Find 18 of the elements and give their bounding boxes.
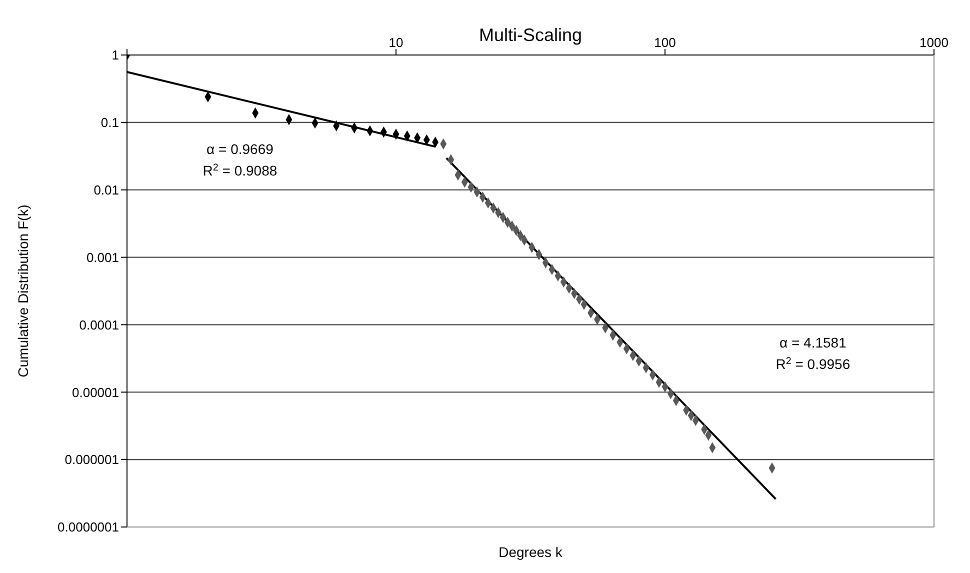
annotation: R$^{2}$ = 0.9088 [202,162,278,178]
y-tick-label: 0.1 [100,115,119,130]
y-axis-title: Cumulative Distribution F(k) [15,204,31,378]
x-tick-label: 10 [388,35,404,50]
x-tick-label: 1000 [920,35,948,50]
annotation: R$^{2}$ = 0.9956 [776,355,850,372]
y-tick-label: 0.0000001 [58,520,119,535]
annotation: α = 4.1581 [780,334,847,351]
x-axis-title: Degrees k [498,544,564,560]
annotation: α = 0.9669 [206,141,274,158]
y-tick-label: 0.00001 [72,384,119,400]
y-tick-label: 0.0001 [79,317,119,332]
y-tick-label: 1 [112,48,119,63]
chart-title: Multi-Scaling [478,25,582,45]
y-tick-label: 0.001 [86,250,119,265]
y-tick-label: 0.01 [94,182,119,198]
x-tick-label: 100 [654,35,676,50]
y-tick-label: 0.000001 [64,452,119,468]
